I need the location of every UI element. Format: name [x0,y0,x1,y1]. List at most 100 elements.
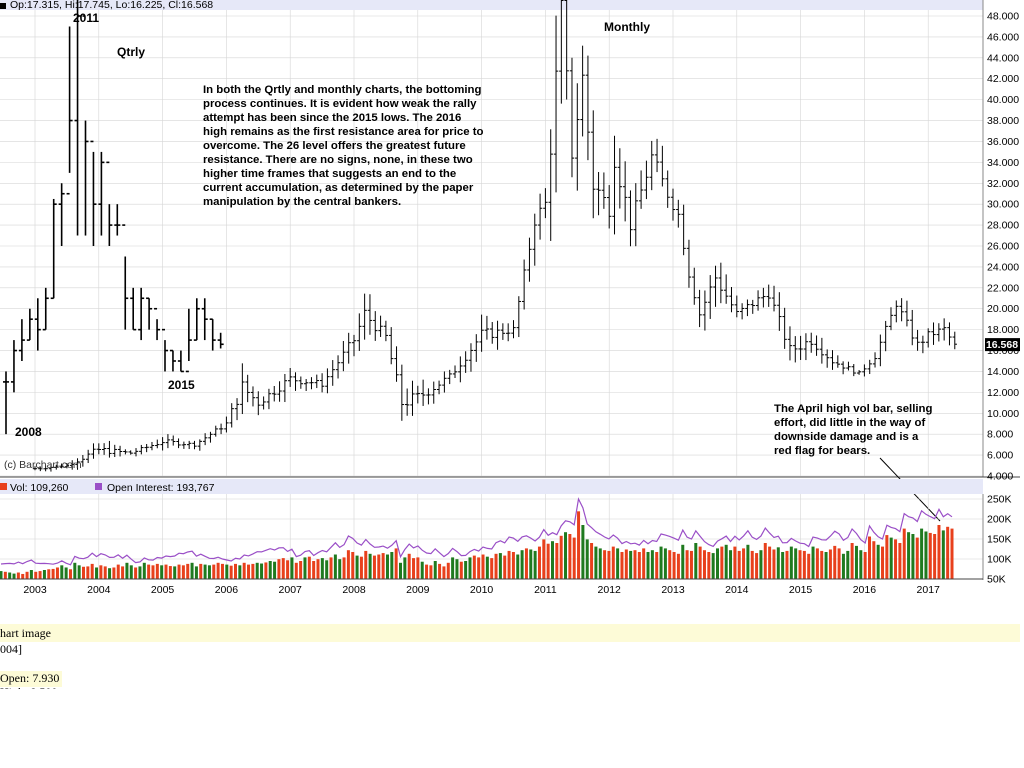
volume-bar [268,561,272,579]
volume-bar [446,562,450,579]
price-tick-label: 46.000 [987,31,1019,43]
volume-bar [294,562,298,579]
volume-bar [60,565,64,579]
price-axis: 4.0006.0008.00010.00012.00014.00016.0001… [987,11,1019,483]
volume-bar [207,565,211,579]
volume-bar [229,565,233,579]
copyright-label: (c) Barchart.com [4,459,82,471]
volume-bar [346,550,350,579]
volume-bar [637,552,641,579]
volume-bar [485,556,489,579]
x-tick-label: 2016 [853,584,877,596]
volume-bar [468,557,472,579]
volume-bar [129,565,133,579]
volume-bar [316,559,320,579]
volume-bar [455,559,459,579]
volume-note-line: The April high vol bar, selling [774,403,932,415]
volume-bar [711,553,715,579]
volume-bar [694,543,698,579]
volume-bar [199,563,203,579]
volume-bar [0,571,3,579]
volume-bar [546,543,550,579]
last-price-value: 16.568 [986,339,1018,351]
volume-bar [854,545,858,579]
volume-bar [286,560,290,579]
price-tick-label: 42.000 [987,73,1019,85]
x-tick-label: 2014 [725,584,749,596]
price-tick-label: 40.000 [987,94,1019,106]
volume-note-line: red flag for bears. [774,445,870,457]
volume-bar [86,566,90,579]
price-header-band [0,0,983,10]
commentary-text: In both the Qrtly and monthly charts, th… [203,84,483,208]
volume-bar [720,546,724,579]
volume-bar [203,564,207,579]
volume-bar [794,548,798,579]
volume-bar [160,565,164,579]
volume-bar [377,554,381,579]
commentary-line: resistance. There are no signs, none, in… [203,154,473,166]
footer-band-2 [0,671,62,687]
price-tick-label: 44.000 [987,52,1019,64]
volume-bar [624,549,628,579]
volume-bar [841,553,845,579]
footer-line-3: Open: 7.930 [0,671,60,685]
volume-bar [320,558,324,579]
volume-header-band [0,479,983,494]
volume-bar [190,562,194,579]
footer-line-2: 004] [0,642,22,656]
volume-bar [194,566,198,579]
ohlc-readout: Op:17.315, Hi:17.745, Lo:16.225, Cl:16.5… [10,0,213,11]
volume-bar [264,562,268,579]
volume-bar [364,550,368,579]
x-tick-label: 2005 [151,584,175,596]
volume-bar [863,552,867,579]
volume-bar [702,550,706,579]
volume-bar [681,544,685,579]
label-monthly: Monthly [604,20,650,34]
volume-bar [47,569,51,579]
volume-bar [494,553,498,579]
volume-bar [950,528,954,579]
volume-bar [220,563,224,579]
volume-bar [394,548,398,579]
x-tick-label: 2010 [470,584,494,596]
volume-bar [902,528,906,579]
volume-bar [620,552,624,579]
volume-bar [490,558,494,579]
volume-bar [303,557,307,579]
volume-bar [38,571,42,579]
volume-bar [833,545,837,579]
volume-bar [385,554,389,579]
volume-bar [112,567,116,579]
volume-tick-label: 50K [987,574,1006,586]
volume-bar [108,568,112,579]
price-tick-label: 14.000 [987,366,1019,378]
price-tick-label: 12.000 [987,387,1019,399]
volume-bar [247,564,251,579]
volume-bar [420,561,424,579]
volume-bar [920,528,924,579]
price-tick-label: 24.000 [987,261,1019,273]
volume-bar [716,548,720,579]
volume-bar [646,552,650,579]
volume-bar [707,552,711,579]
volume-bar [351,552,355,579]
commentary-line: In both the Qrtly and monthly charts, th… [203,84,481,96]
volume-bar [77,565,81,579]
volume-note-line: downside damage and is a [774,431,919,443]
volume-bar [25,571,29,579]
volume-bar [781,552,785,579]
volume-bar [90,563,94,579]
volume-bar [42,570,46,579]
volume-bar [659,546,663,579]
volume-bar [407,553,411,579]
volume-bar [299,561,303,579]
volume-bar [889,537,893,579]
volume-bar [121,566,125,579]
volume-bar [837,548,841,579]
volume-bar [238,565,242,579]
price-tick-label: 34.000 [987,157,1019,169]
volume-bar [95,567,99,579]
volume-bar [698,546,702,579]
